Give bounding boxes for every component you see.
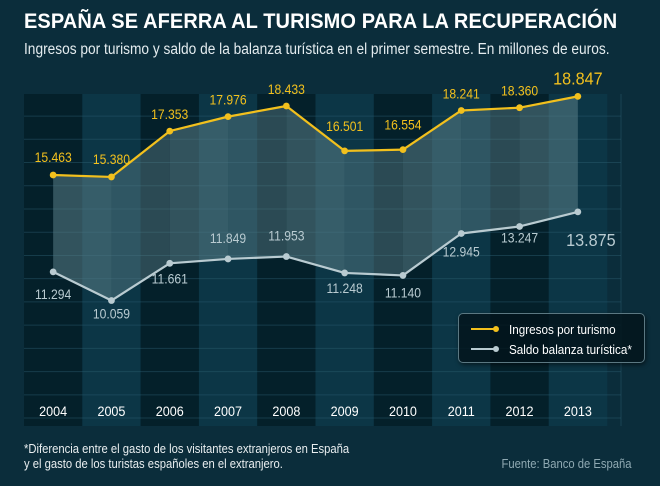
point-ingresos-2011 — [457, 107, 465, 114]
point-ingresos-2012 — [516, 104, 523, 112]
x-axis-ticks: 2004 2005 2006 2007 2008 2009 2010 2011 2012 2013 — [39, 403, 592, 419]
label-saldo-2005: 10.059 — [93, 306, 130, 322]
point-ingresos-2005 — [108, 173, 115, 181]
x-tick-2008: 2008 — [272, 403, 300, 419]
label-saldo-2006: 11.661 — [152, 271, 188, 287]
x-tick-2006: 2006 — [156, 403, 184, 419]
legend: Ingresos por turismo Saldo balanza turís… — [458, 313, 645, 363]
band-segment — [519, 96, 578, 227]
label-saldo-2007: 11.849 — [210, 230, 246, 246]
point-ingresos-2007 — [224, 113, 232, 121]
data-labels: 15.463 15.380 17.353 17.976 18.433 16.501 16.5… — [35, 69, 616, 322]
label-ingresos-2012: 18.360 — [501, 83, 538, 99]
x-tick-2004: 2004 — [39, 403, 67, 419]
label-ingresos-2010: 16.554 — [384, 117, 421, 133]
x-tick-2009: 2009 — [331, 403, 359, 419]
label-saldo-2004: 11.294 — [35, 286, 71, 302]
point-saldo-2009 — [341, 269, 349, 277]
legend-label-saldo: Saldo balanza turística* — [509, 341, 632, 357]
point-saldo-2013 — [574, 208, 582, 216]
line-saldo — [52, 210, 579, 302]
legend-item-saldo: Saldo balanza turística* — [471, 341, 646, 357]
label-ingresos-2004: 15.463 — [35, 149, 72, 165]
line-ingresos — [53, 95, 579, 179]
point-saldo-2007 — [224, 255, 232, 263]
x-tick-2010: 2010 — [389, 403, 417, 419]
x-tick-2005: 2005 — [97, 403, 125, 419]
footnote-line-1: *Diferencia entre el gasto de los visita… — [24, 442, 350, 456]
series-lines — [49, 92, 582, 304]
chart-subtitle: Ingresos por turismo y saldo de la balan… — [24, 41, 610, 58]
point-saldo-2012 — [516, 223, 523, 230]
band-segment — [344, 149, 403, 276]
point-ingresos-2006 — [166, 127, 174, 135]
footnote: *Diferencia entre el gasto de los visita… — [24, 442, 349, 472]
point-saldo-2010 — [399, 272, 407, 279]
band-segment — [228, 106, 287, 259]
chart-title: ESPAÑA SE AFERRA AL TURISMO PARA LA RECU… — [24, 9, 618, 33]
point-saldo-2008 — [282, 253, 290, 260]
source-credit: Fuente: Banco de España — [501, 457, 632, 471]
point-saldo-2005 — [108, 297, 115, 304]
legend-label-ingresos: Ingresos por turismo — [509, 321, 616, 337]
legend-swatch-saldo — [471, 346, 499, 352]
legend-item-ingresos: Ingresos por turismo — [471, 321, 628, 337]
label-ingresos-2006: 17.353 — [151, 106, 188, 122]
band-segment — [169, 116, 229, 264]
label-saldo-2012: 13.247 — [501, 230, 538, 246]
point-ingresos-2013 — [574, 92, 582, 100]
footnote-line-2: y el gasto de los turistas españoles en … — [24, 457, 283, 471]
band-segment — [461, 107, 520, 234]
band-segment — [53, 175, 112, 301]
label-saldo-2010: 11.140 — [385, 285, 421, 301]
band-segment — [111, 131, 170, 301]
point-saldo-2004 — [49, 268, 57, 276]
band-segment — [402, 110, 462, 276]
x-tick-2007: 2007 — [214, 403, 242, 419]
point-saldo-2006 — [166, 259, 174, 267]
point-ingresos-2004 — [49, 171, 57, 179]
legend-swatch-ingresos — [471, 326, 499, 332]
point-ingresos-2009 — [341, 147, 349, 155]
label-saldo-2013: 13.875 — [566, 230, 616, 250]
point-ingresos-2010 — [399, 146, 407, 154]
label-ingresos-2011: 18.241 — [443, 86, 480, 102]
label-ingresos-2013: 18.847 — [553, 69, 603, 89]
label-saldo-2008: 11.953 — [268, 228, 304, 244]
label-saldo-2011: 12.945 — [443, 244, 480, 260]
label-saldo-2009: 11.248 — [327, 280, 363, 296]
label-ingresos-2005: 15.380 — [93, 151, 130, 167]
label-ingresos-2007: 17.976 — [209, 92, 246, 108]
x-tick-2011: 2011 — [448, 403, 475, 419]
point-ingresos-2008 — [282, 102, 290, 110]
band-segment — [286, 106, 345, 273]
label-ingresos-2008: 18.433 — [268, 81, 305, 97]
x-tick-2013: 2013 — [564, 403, 592, 419]
shaded-band — [53, 96, 578, 301]
x-tick-2012: 2012 — [506, 403, 534, 419]
label-ingresos-2009: 16.501 — [326, 118, 363, 134]
point-saldo-2011 — [457, 230, 465, 237]
